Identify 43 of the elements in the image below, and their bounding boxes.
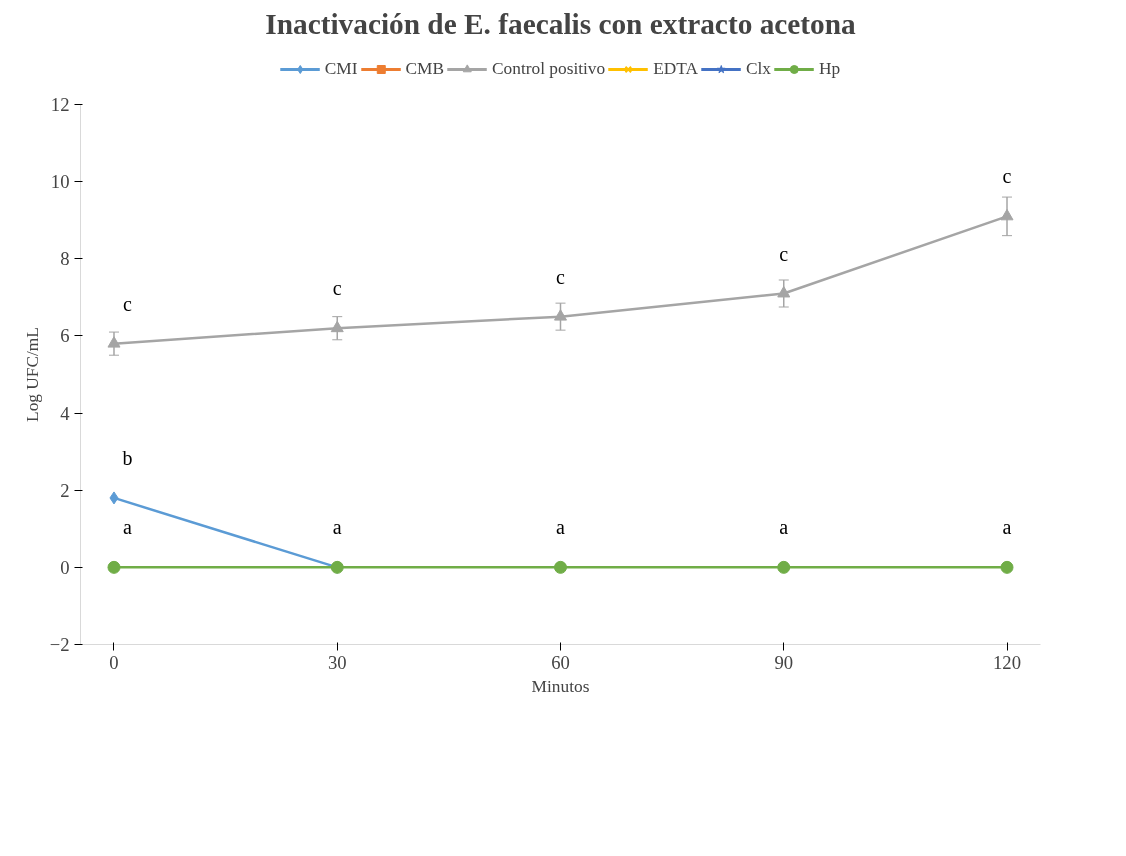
y-tick-label: −2 bbox=[49, 634, 70, 655]
x-tick-label: 30 bbox=[327, 651, 347, 673]
point bbox=[777, 286, 791, 298]
annotation: b bbox=[122, 446, 133, 469]
y-tick-label: 2 bbox=[60, 479, 70, 501]
point bbox=[554, 309, 567, 321]
y-axis-title: Log UFC/mL bbox=[22, 327, 42, 422]
x-tick-label: 90 bbox=[774, 651, 794, 673]
chart-title: Inactivación de E. faecalis con extracto acetona bbox=[265, 7, 857, 40]
annotation: a bbox=[556, 516, 566, 539]
point bbox=[107, 560, 121, 574]
y-tick-label: 6 bbox=[60, 325, 70, 347]
x-axis-title: Minutos bbox=[531, 676, 590, 696]
legend-label: Clx bbox=[745, 59, 772, 79]
legend-label: Hp bbox=[819, 59, 841, 79]
point bbox=[554, 560, 567, 574]
annotation: c bbox=[1002, 165, 1012, 188]
legend-label: EDTA bbox=[653, 59, 698, 79]
point bbox=[1000, 560, 1014, 574]
point bbox=[777, 560, 791, 574]
annotation: c bbox=[332, 277, 342, 300]
annotation: c bbox=[556, 265, 566, 288]
legend-label: CMB bbox=[405, 59, 445, 79]
legend-label: CMI bbox=[324, 59, 358, 79]
x-tick-label: 0 bbox=[109, 651, 119, 673]
annotation: a bbox=[122, 516, 132, 539]
point bbox=[107, 336, 121, 348]
point bbox=[330, 320, 344, 333]
annotation: c bbox=[122, 292, 132, 315]
annotation: a bbox=[1002, 516, 1012, 539]
y-tick-label: 4 bbox=[60, 402, 71, 424]
point bbox=[1000, 208, 1014, 221]
annotation: c bbox=[779, 242, 789, 265]
y-tick-label: 8 bbox=[60, 248, 70, 270]
y-tick-label: 10 bbox=[50, 171, 70, 193]
legend-label: Control positivo bbox=[492, 59, 606, 79]
x-tick-label: 60 bbox=[551, 651, 570, 673]
y-tick-label: 0 bbox=[60, 556, 70, 578]
x-tick-label: 120 bbox=[993, 651, 1021, 673]
y-tick-label: 12 bbox=[50, 94, 70, 115]
annotation: a bbox=[779, 516, 789, 539]
annotation: a bbox=[332, 516, 342, 539]
point bbox=[109, 491, 119, 505]
